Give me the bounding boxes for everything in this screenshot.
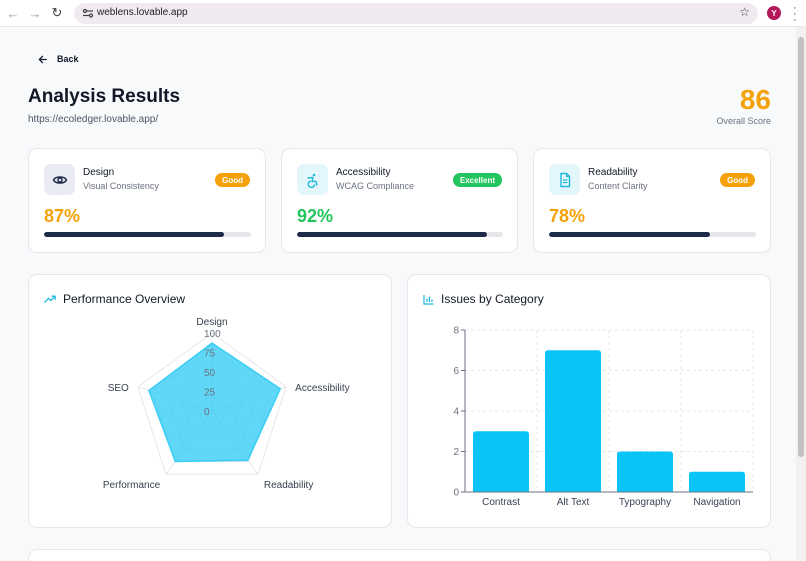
bar-navigation xyxy=(689,471,745,492)
accessibility-icon xyxy=(297,164,328,195)
bar-chart-icon xyxy=(423,294,434,305)
y-tick-label: 2 xyxy=(453,447,459,458)
performance-title: Performance Overview xyxy=(44,292,185,306)
radar-axis-label: Design xyxy=(196,317,227,328)
document-icon xyxy=(549,164,580,195)
overall-score-label: Overall Score xyxy=(716,116,771,126)
status-badge: Good xyxy=(215,173,250,187)
url-text: weblens.lovable.app xyxy=(97,7,188,18)
radar-axis-label: Accessibility xyxy=(295,383,349,394)
forward-arrow-icon[interactable]: → xyxy=(28,5,42,21)
scroll-thumb[interactable] xyxy=(798,37,804,457)
metric-card-design: Design Visual Consistency Good 87% xyxy=(28,148,266,253)
site-settings-icon[interactable] xyxy=(82,7,94,19)
progress-bar xyxy=(297,232,503,237)
trending-up-icon xyxy=(44,295,56,303)
metric-value: 87% xyxy=(44,206,81,226)
radar-tick-label: 50 xyxy=(204,368,216,379)
metric-value: 78% xyxy=(549,206,586,226)
profile-avatar[interactable]: Y xyxy=(767,6,781,20)
radar-tick-label: 25 xyxy=(204,388,216,399)
metric-subtitle: Content Clarity xyxy=(588,181,648,191)
back-arrow-icon[interactable]: ← xyxy=(6,5,20,21)
bar-alt-text xyxy=(545,350,601,492)
radar-axis-label: Readability xyxy=(264,480,313,491)
bar-chart: 0 2 4 6 8 Contrast Alt Text Typography Navigatio… xyxy=(453,326,754,508)
progress-bar xyxy=(44,232,251,237)
y-tick-label: 0 xyxy=(453,488,459,499)
issues-title-text: Issues by Category xyxy=(441,292,544,306)
progress-fill xyxy=(549,232,711,237)
eye-icon xyxy=(44,164,75,195)
x-tick-label: Typography xyxy=(619,497,671,508)
metric-subtitle: WCAG Compliance xyxy=(336,181,415,191)
radar-tick-label: 75 xyxy=(204,349,216,360)
y-tick-label: 8 xyxy=(453,326,459,337)
performance-overview-card: Performance Overview 0 25 50 75 100 Design Acc… xyxy=(28,274,392,528)
issues-title: Issues by Category xyxy=(423,292,544,306)
metric-card-accessibility: Accessibility WCAG Compliance Excellent … xyxy=(281,148,518,253)
page-title: Analysis Results xyxy=(28,86,181,107)
metric-title: Design xyxy=(83,167,115,178)
back-button[interactable]: Back xyxy=(38,54,79,64)
progress-fill xyxy=(297,232,487,237)
performance-title-text: Performance Overview xyxy=(63,292,186,306)
radar-axis-label: SEO xyxy=(108,383,129,394)
metric-value: 92% xyxy=(297,206,334,226)
status-badge: Excellent xyxy=(452,173,502,187)
progress-bar xyxy=(549,232,756,237)
radar-series-area xyxy=(148,342,282,463)
metric-title: Readability xyxy=(588,167,638,178)
metric-card-readability: Readability Content Clarity Good 78% xyxy=(533,148,771,253)
bar-contrast xyxy=(473,431,529,492)
x-tick-label: Alt Text xyxy=(557,497,590,508)
next-section-card xyxy=(28,549,771,561)
reload-icon[interactable]: ↻ xyxy=(51,5,63,20)
y-tick-label: 6 xyxy=(453,366,459,377)
x-tick-label: Contrast xyxy=(482,497,520,508)
page-scrollbar[interactable] xyxy=(796,27,806,561)
bookmark-star-icon[interactable]: ☆ xyxy=(739,5,750,19)
radar-tick-label: 100 xyxy=(204,329,221,340)
status-badge: Good xyxy=(720,173,755,187)
overall-score: 86 xyxy=(739,84,771,115)
browser-menu-icon[interactable]: · · · xyxy=(793,2,797,26)
radar-grid-ring xyxy=(137,332,287,475)
bar-typography xyxy=(617,451,673,492)
radar-tick-label: 0 xyxy=(204,407,210,418)
browser-toolbar: ← → ↻ weblens.lovable.app ☆ Y · · · xyxy=(0,0,806,27)
metric-title: Accessibility xyxy=(336,167,391,178)
y-tick-label: 4 xyxy=(453,407,459,418)
arrow-left-icon xyxy=(38,55,47,63)
progress-fill xyxy=(44,232,225,237)
x-tick-label: Navigation xyxy=(693,497,740,508)
issues-by-category-card: Issues by Category 0 2 4 6 8 Contrast Alt Text… xyxy=(407,274,771,528)
address-bar[interactable]: weblens.lovable.app ☆ xyxy=(74,3,758,24)
back-label: Back xyxy=(57,54,79,64)
radar-axis-label: Performance xyxy=(103,480,161,491)
analyzed-url: https://ecoledger.lovable.app/ xyxy=(28,114,159,125)
metric-subtitle: Visual Consistency xyxy=(83,181,159,191)
